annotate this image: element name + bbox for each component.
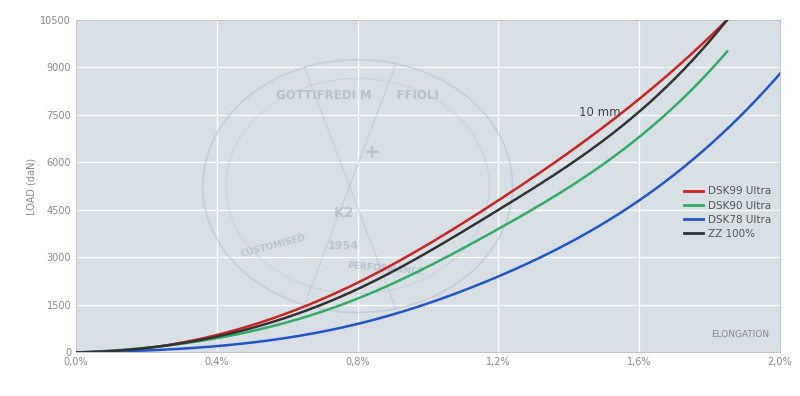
- DSK78 Ultra: [579, 232, 589, 237]
- DSK90 Ultra: [71, 350, 81, 355]
- Text: 10 mm: 10 mm: [579, 107, 621, 120]
- ZZ 100%: [283, 314, 293, 319]
- ZZ 100%: [542, 178, 551, 183]
- DSK99 Ultra: [330, 291, 340, 295]
- DSK78 Ultra: [71, 350, 81, 355]
- DSK90 Ultra: [542, 199, 551, 204]
- DSK90 Ultra: [722, 49, 732, 54]
- Text: 1954: 1954: [328, 241, 359, 251]
- DSK99 Ultra: [71, 350, 81, 355]
- ZZ 100%: [329, 297, 338, 302]
- DSK78 Ultra: [156, 347, 166, 352]
- DSK99 Ultra: [73, 350, 82, 355]
- DSK99 Ultra: [722, 17, 732, 22]
- Text: CUSTOMISED: CUSTOMISED: [239, 233, 306, 259]
- Text: K2: K2: [334, 206, 354, 220]
- Line: ZZ 100%: ZZ 100%: [76, 20, 727, 352]
- Text: PERFORMANCE: PERFORMANCE: [347, 261, 424, 277]
- DSK90 Ultra: [283, 320, 293, 324]
- ZZ 100%: [545, 176, 554, 181]
- Text: +: +: [363, 143, 380, 162]
- DSK90 Ultra: [150, 345, 159, 349]
- DSK99 Ultra: [482, 205, 492, 210]
- DSK99 Ultra: [151, 345, 161, 349]
- DSK90 Ultra: [545, 197, 554, 202]
- Y-axis label: LOAD (daN): LOAD (daN): [26, 158, 36, 215]
- ZZ 100%: [150, 345, 159, 349]
- DSK78 Ultra: [350, 322, 359, 327]
- DSK99 Ultra: [546, 163, 556, 168]
- Line: DSK78 Ultra: DSK78 Ultra: [76, 74, 780, 352]
- ZZ 100%: [481, 215, 490, 220]
- ZZ 100%: [71, 350, 81, 355]
- Line: DSK90 Ultra: DSK90 Ultra: [76, 51, 727, 352]
- ZZ 100%: [722, 17, 732, 22]
- DSK99 Ultra: [543, 165, 553, 170]
- DSK78 Ultra: [301, 332, 310, 337]
- Text: GOTTIFREDI M      FFIOLI: GOTTIFREDI M FFIOLI: [276, 89, 439, 102]
- DSK90 Ultra: [329, 305, 338, 310]
- DSK90 Ultra: [481, 234, 490, 238]
- Line: DSK99 Ultra: DSK99 Ultra: [76, 20, 727, 352]
- Text: ELONGATION: ELONGATION: [711, 330, 770, 339]
- DSK78 Ultra: [514, 265, 524, 270]
- DSK78 Ultra: [775, 71, 785, 76]
- DSK78 Ultra: [583, 230, 593, 235]
- DSK99 Ultra: [285, 310, 294, 314]
- Legend: DSK99 Ultra, DSK90 Ultra, DSK78 Ultra, ZZ 100%: DSK99 Ultra, DSK90 Ultra, DSK78 Ultra, Z…: [684, 187, 771, 239]
